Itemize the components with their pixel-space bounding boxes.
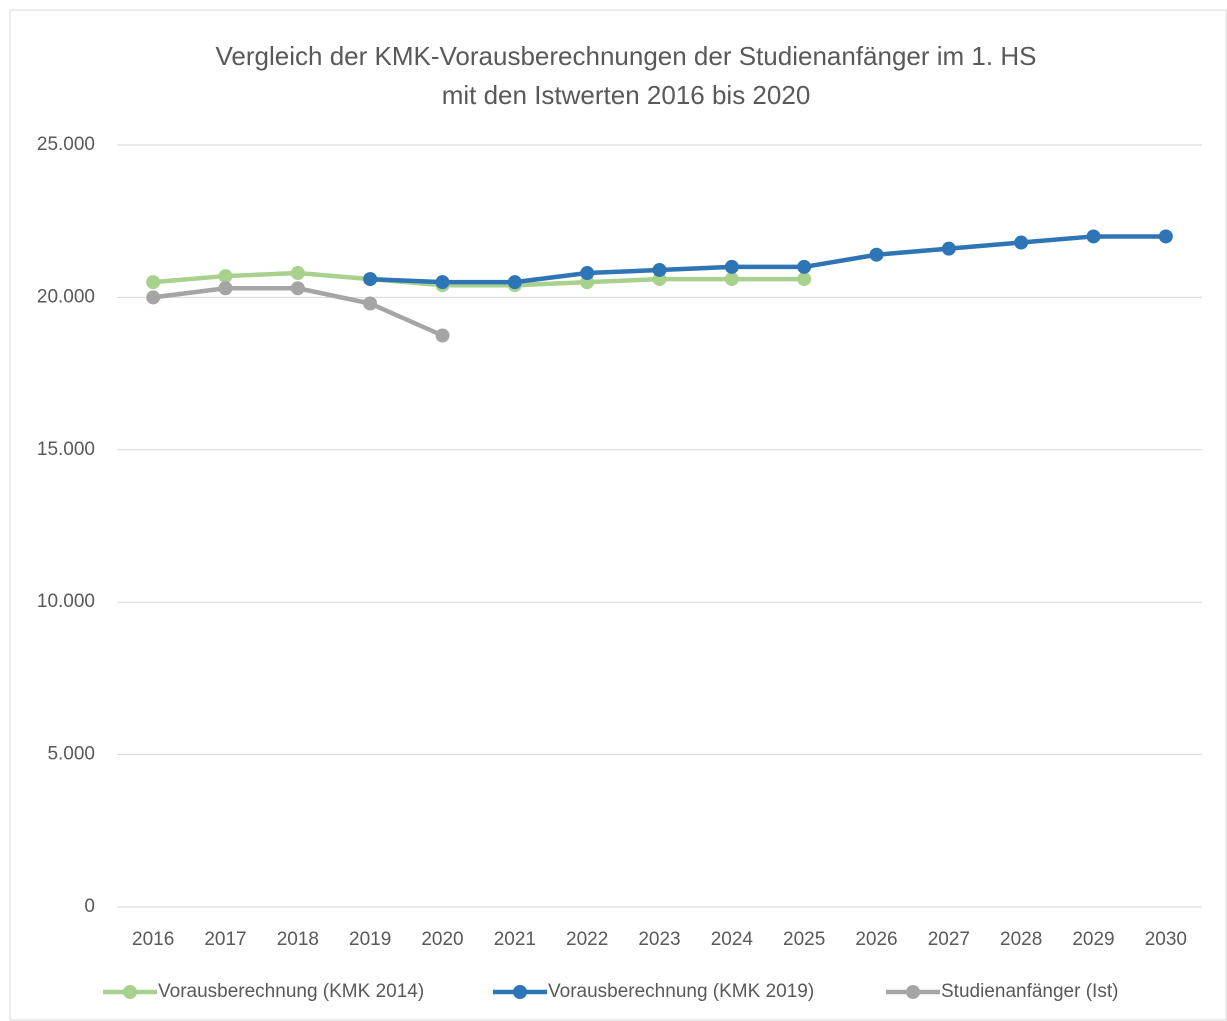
x-tick-label: 2023 (638, 929, 680, 950)
x-tick-label: 2027 (928, 929, 970, 950)
y-tick-label: 15.000 (37, 439, 95, 460)
x-tick-label: 2025 (783, 929, 825, 950)
point (218, 281, 233, 296)
y-tick-label: 10.000 (37, 591, 95, 612)
x-tick-label: 2022 (566, 929, 608, 950)
legend-label: Vorausberechnung (KMK 2019) (548, 981, 814, 1002)
x-tick-label: 2017 (204, 929, 246, 950)
x-tick-label: 2028 (1000, 929, 1042, 950)
legend-marker (513, 985, 527, 999)
y-tick-label: 0 (84, 896, 95, 917)
y-tick-label: 5.000 (47, 744, 95, 765)
point (1086, 229, 1101, 244)
point (507, 275, 522, 290)
point (1014, 235, 1029, 250)
point (290, 281, 305, 296)
x-tick-label: 2021 (494, 929, 536, 950)
x-tick-label: 2030 (1145, 929, 1187, 950)
point (146, 275, 161, 290)
chart-title: Vergleich der KMK-Vorausberechnungen der… (216, 41, 1037, 71)
legend-label: Vorausberechnung (KMK 2014) (158, 981, 424, 1002)
y-tick-label: 20.000 (37, 286, 95, 307)
x-tick-label: 2018 (277, 929, 319, 950)
x-tick-label: 2029 (1072, 929, 1114, 950)
point (435, 328, 450, 343)
point (435, 275, 450, 290)
legend-label: Studienanfänger (Ist) (941, 981, 1118, 1002)
legend-marker (123, 985, 137, 999)
x-tick-label: 2026 (855, 929, 897, 950)
series-line (370, 234, 1166, 285)
point (797, 259, 812, 274)
point (363, 272, 378, 287)
chart-title: mit den Istwerten 2016 bis 2020 (442, 80, 811, 110)
series-line (152, 270, 805, 288)
x-tick-label: 2019 (349, 929, 391, 950)
y-tick-label: 25.000 (37, 134, 95, 155)
point (1158, 229, 1173, 244)
point (363, 296, 378, 311)
point (797, 272, 812, 287)
x-tick-label: 2024 (711, 929, 754, 950)
point (146, 290, 161, 305)
point (218, 269, 233, 284)
point (724, 272, 739, 287)
point (869, 247, 884, 262)
x-tick-label: 2016 (132, 929, 174, 950)
legend-marker (906, 985, 920, 999)
chart-border (9, 9, 1227, 1021)
point (941, 241, 956, 256)
x-tick-label: 2020 (421, 929, 463, 950)
point (290, 266, 305, 281)
point (724, 259, 739, 274)
point (580, 266, 595, 281)
point (652, 262, 667, 277)
